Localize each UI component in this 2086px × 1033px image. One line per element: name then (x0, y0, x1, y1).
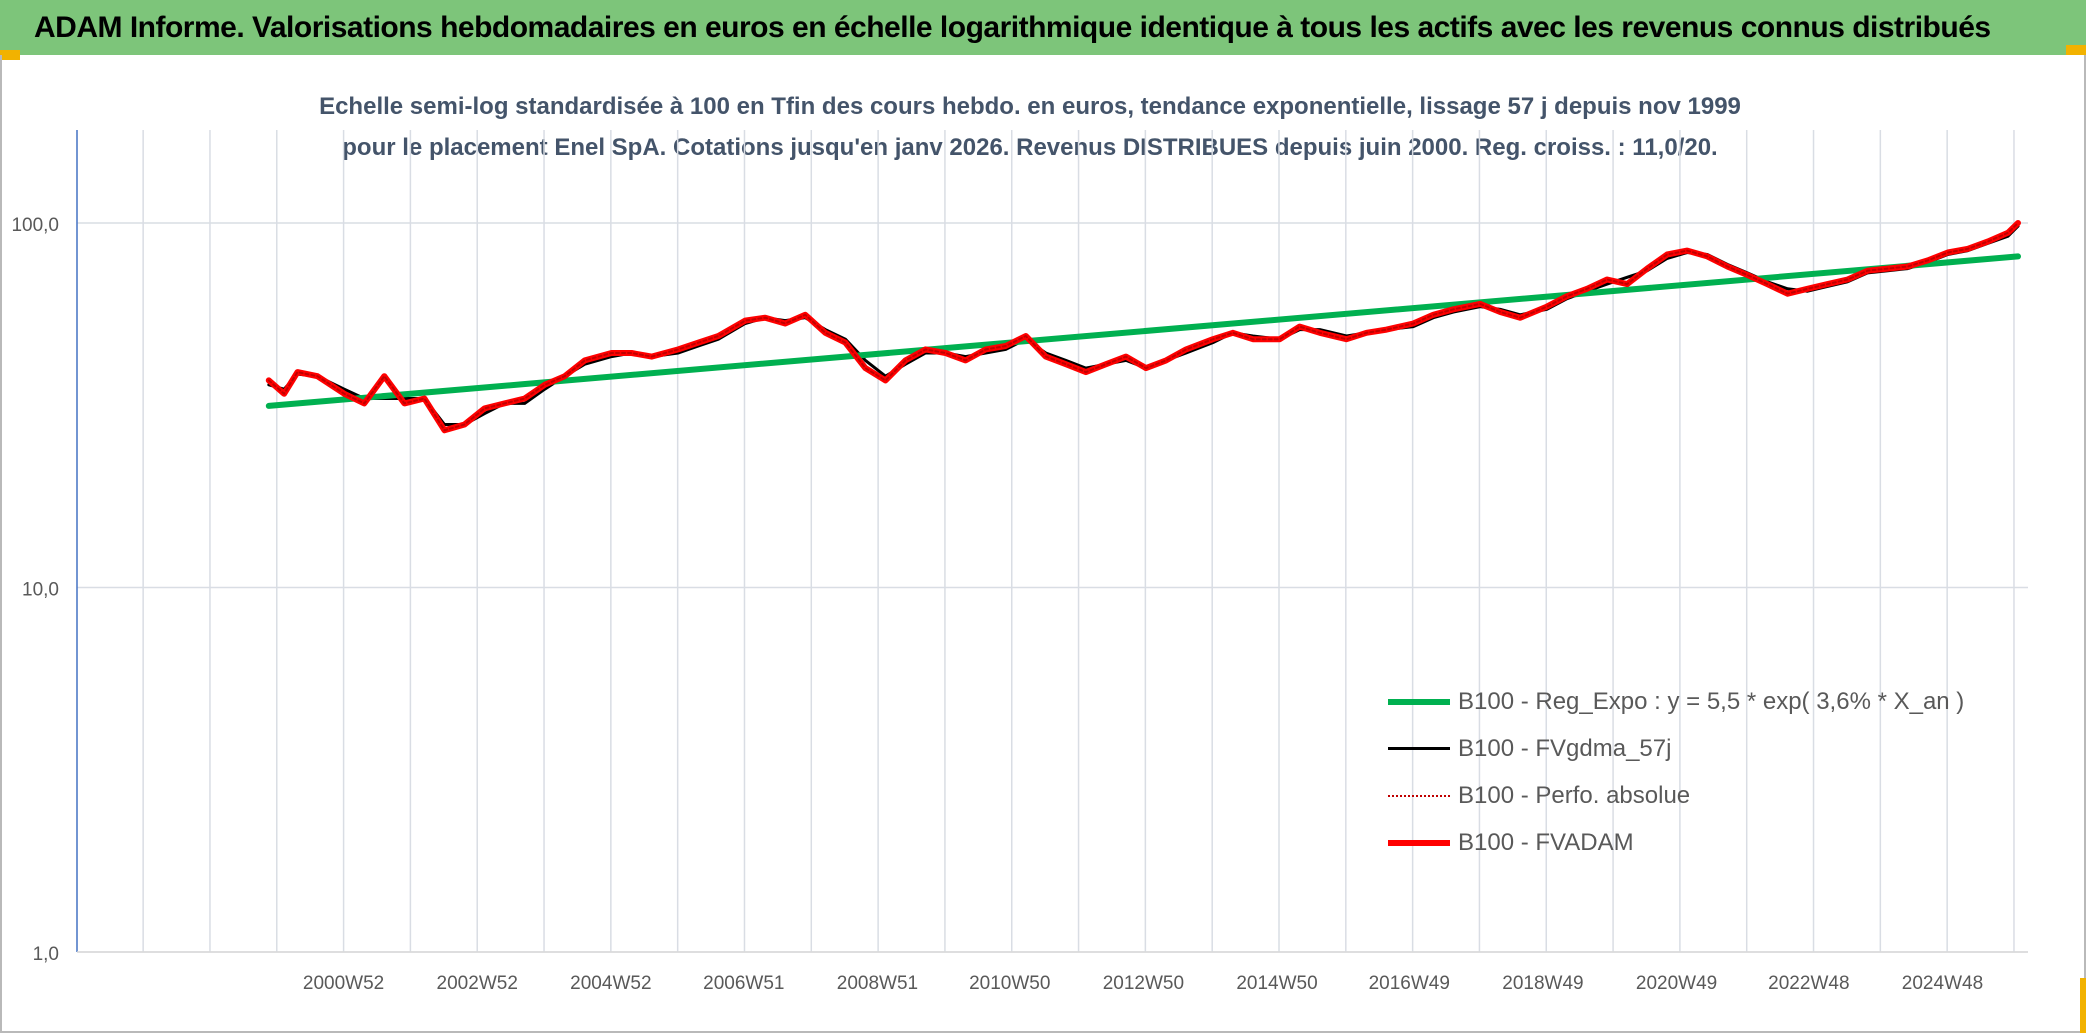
legend-label: B100 - FVADAM (1458, 828, 1634, 856)
corner-marker-left (0, 50, 20, 60)
x-tick-label: 2004W52 (570, 973, 651, 994)
x-tick-label: 2012W50 (1103, 973, 1184, 994)
x-tick-label: 2014W50 (1236, 973, 1317, 994)
x-tick-label: 2016W49 (1369, 973, 1450, 994)
report-title: ADAM Informe. Valorisations hebdomadaire… (34, 10, 1991, 44)
x-tick-label: 2002W52 (437, 973, 518, 994)
report-banner: ADAM Informe. Valorisations hebdomadaire… (0, 0, 2086, 55)
legend-label: B100 - Reg_Expo : y = 5,5 * exp( 3,6% * … (1458, 687, 1965, 715)
chart-frame (0, 55, 2086, 1033)
legend-item: B100 - Perfo. absolue (1388, 772, 2028, 819)
x-tick-label: 2020W49 (1636, 973, 1717, 994)
legend-swatch (1388, 794, 1450, 797)
chart-title: Echelle semi-log standardisée à 100 en T… (319, 93, 1741, 161)
x-tick-label: 2022W48 (1768, 973, 1849, 994)
series-line (267, 222, 2019, 432)
legend-item: B100 - FVgdma_57j (1388, 725, 2028, 772)
corner-marker-right (2066, 45, 2086, 55)
x-tick-label: 2018W49 (1502, 973, 1583, 994)
y-tick-label: 100,0 (11, 215, 59, 236)
legend-item: B100 - FVADAM (1388, 819, 2028, 866)
x-tick-label: 2024W48 (1902, 973, 1983, 994)
legend-swatch (1388, 747, 1450, 750)
legend-item: B100 - Reg_Expo : y = 5,5 * exp( 3,6% * … (1388, 678, 2028, 725)
y-tick-label: 10,0 (22, 580, 59, 601)
legend-swatch (1388, 839, 1450, 846)
legend-label: B100 - Perfo. absolue (1458, 781, 1691, 809)
x-tick-label: 2000W52 (303, 973, 384, 994)
x-tick-label: 2006W51 (703, 973, 784, 994)
edge-tab (2080, 978, 2086, 1033)
x-tick-label: 2008W51 (837, 973, 918, 994)
y-tick-label: 1,0 (33, 944, 59, 965)
x-tick-label: 2010W50 (969, 973, 1050, 994)
legend-swatch (1388, 698, 1450, 705)
chart-legend: B100 - Reg_Expo : y = 5,5 * exp( 3,6% * … (1388, 678, 2028, 866)
legend-label: B100 - FVgdma_57j (1458, 734, 1672, 762)
